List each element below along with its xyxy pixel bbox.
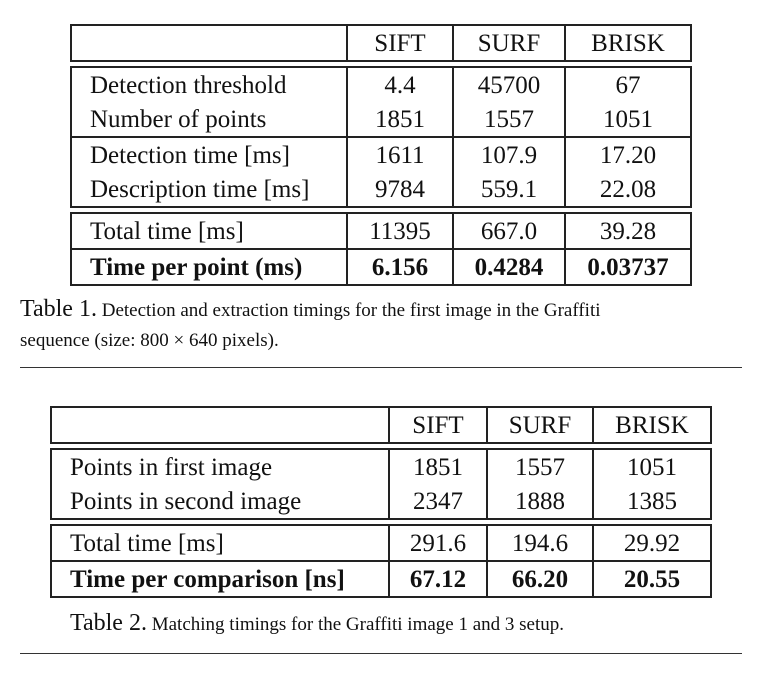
cell-brisk: 39.28: [565, 212, 692, 250]
cell-surf: 0.4284: [453, 249, 566, 286]
cell-sift: 1851: [389, 448, 488, 484]
cell-surf: 45700: [453, 66, 566, 102]
cell-brisk: 22.08: [565, 172, 692, 208]
cell-surf: 667.0: [453, 212, 566, 250]
table-1-caption: Table 1. Detection and extraction timing…: [20, 294, 760, 356]
cell-brisk: 67: [565, 66, 692, 102]
row-label: Detection time [ms]: [70, 137, 348, 172]
table-row: Points in second image 2347 1888 1385: [50, 484, 712, 520]
caption-label: Table 1.: [20, 296, 97, 322]
row-label: Total time [ms]: [50, 524, 390, 562]
table-2-header-empty: [50, 406, 390, 444]
table-2-header-sift: SIFT: [389, 406, 488, 444]
cell-sift: 67.12: [389, 561, 488, 598]
cell-brisk: 1385: [593, 484, 712, 520]
table-1-header-surf: SURF: [453, 24, 566, 62]
divider: [20, 367, 742, 368]
cell-brisk: 1051: [593, 448, 712, 484]
cell-brisk: 0.03737: [565, 249, 692, 286]
cell-sift: 11395: [347, 212, 454, 250]
cell-sift: 9784: [347, 172, 454, 208]
table-row: Detection time [ms] 1611 107.9 17.20: [70, 137, 692, 172]
cell-sift: 4.4: [347, 66, 454, 102]
cell-surf: 1557: [487, 448, 594, 484]
row-label: Time per comparison [ns]: [50, 561, 390, 598]
table-row: Total time [ms] 291.6 194.6 29.92: [50, 524, 712, 562]
table-2-caption: Table 2. Matching timings for the Graffi…: [70, 608, 750, 640]
row-label: Time per point (ms): [70, 249, 348, 286]
row-label: Detection threshold: [70, 66, 348, 102]
table-row: Time per point (ms) 6.156 0.4284 0.03737: [70, 249, 692, 286]
table-row: Description time [ms] 9784 559.1 22.08: [70, 172, 692, 208]
cell-surf: 194.6: [487, 524, 594, 562]
cell-surf: 66.20: [487, 561, 594, 598]
table-2: SIFT SURF BRISK Points in first image 18…: [50, 406, 712, 598]
cell-surf: 1557: [453, 102, 566, 138]
caption-text: Detection and extraction timings for the…: [101, 300, 601, 321]
cell-sift: 291.6: [389, 524, 488, 562]
table-2-header-surf: SURF: [487, 406, 594, 444]
table-1-header-sift: SIFT: [347, 24, 454, 62]
cell-sift: 6.156: [347, 249, 454, 286]
cell-surf: 107.9: [453, 137, 566, 172]
table-row: Number of points 1851 1557 1051: [70, 102, 692, 138]
table-row: Detection threshold 4.4 45700 67: [70, 66, 692, 102]
cell-sift: 2347: [389, 484, 488, 520]
table-1-header-brisk: BRISK: [565, 24, 692, 62]
caption-label: Table 2.: [70, 610, 147, 636]
cell-brisk: 29.92: [593, 524, 712, 562]
table-row: Time per comparison [ns] 67.12 66.20 20.…: [50, 561, 712, 598]
cell-brisk: 20.55: [593, 561, 712, 598]
cell-surf: 1888: [487, 484, 594, 520]
caption-text: sequence (size: 800 × 640 pixels).: [20, 330, 279, 351]
row-label: Points in first image: [50, 448, 390, 484]
table-2-header-brisk: BRISK: [593, 406, 712, 444]
row-label: Number of points: [70, 102, 348, 138]
cell-surf: 559.1: [453, 172, 566, 208]
cell-brisk: 1051: [565, 102, 692, 138]
table-1-header-row: SIFT SURF BRISK: [70, 24, 692, 62]
caption-text: Matching timings for the Graffiti image …: [151, 614, 565, 635]
table-row: Points in first image 1851 1557 1051: [50, 448, 712, 484]
cell-sift: 1611: [347, 137, 454, 172]
table-1: SIFT SURF BRISK Detection threshold 4.4 …: [70, 24, 692, 286]
row-label: Total time [ms]: [70, 212, 348, 250]
table-row: Total time [ms] 11395 667.0 39.28: [70, 212, 692, 250]
cell-brisk: 17.20: [565, 137, 692, 172]
table-2-header-row: SIFT SURF BRISK: [50, 406, 712, 444]
divider: [20, 653, 742, 654]
cell-sift: 1851: [347, 102, 454, 138]
row-label: Points in second image: [50, 484, 390, 520]
row-label: Description time [ms]: [70, 172, 348, 208]
table-1-header-empty: [70, 24, 348, 62]
